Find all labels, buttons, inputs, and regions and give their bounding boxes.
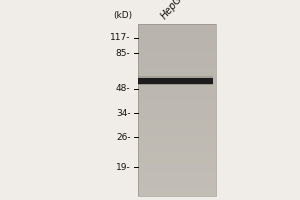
Bar <box>138 67 216 70</box>
Bar <box>138 64 216 67</box>
Bar <box>138 144 216 147</box>
Bar <box>138 47 216 50</box>
Bar <box>138 164 216 167</box>
Text: 85-: 85- <box>116 48 130 58</box>
Bar <box>138 53 216 56</box>
Bar <box>138 78 216 81</box>
Bar <box>138 159 216 162</box>
Bar <box>138 76 216 78</box>
Bar <box>138 87 216 90</box>
Bar <box>138 61 216 64</box>
Bar <box>138 133 216 136</box>
Bar <box>138 76 213 78</box>
Bar <box>138 107 216 110</box>
Bar <box>138 147 216 150</box>
Bar <box>138 58 216 61</box>
Bar <box>138 44 216 47</box>
Bar <box>138 104 216 107</box>
Bar <box>138 50 216 53</box>
Bar <box>138 153 216 156</box>
Bar <box>138 30 216 33</box>
Bar <box>138 185 216 187</box>
Bar <box>138 73 216 76</box>
Bar <box>138 136 216 139</box>
Bar <box>138 121 216 124</box>
Bar <box>138 182 216 185</box>
Bar <box>138 130 216 133</box>
Bar <box>138 96 216 99</box>
Bar <box>138 139 216 142</box>
Bar <box>138 78 213 84</box>
Bar <box>138 179 216 182</box>
Text: 117-: 117- <box>110 33 130 43</box>
Bar <box>138 170 216 173</box>
Bar <box>138 156 216 159</box>
Text: 26-: 26- <box>116 132 130 142</box>
Text: 19-: 19- <box>116 162 130 171</box>
Bar <box>138 193 216 196</box>
Bar <box>138 82 213 85</box>
Bar <box>138 84 216 87</box>
Bar <box>138 101 216 104</box>
Bar <box>138 38 216 41</box>
Bar <box>138 119 216 121</box>
Bar <box>138 110 216 113</box>
Bar <box>138 176 216 179</box>
Bar <box>138 41 216 44</box>
Bar <box>138 24 216 196</box>
Bar <box>138 70 216 73</box>
Bar <box>138 142 216 144</box>
Bar <box>138 27 216 30</box>
Text: 48-: 48- <box>116 84 130 93</box>
Bar <box>138 167 216 170</box>
Text: HepG2: HepG2 <box>159 0 188 21</box>
Bar <box>138 127 216 130</box>
Bar <box>138 173 216 176</box>
Bar <box>138 190 216 193</box>
Bar <box>138 56 216 58</box>
Bar <box>138 113 216 116</box>
Bar <box>138 162 216 164</box>
Bar <box>138 150 216 153</box>
Bar <box>138 116 216 119</box>
Bar <box>138 81 216 84</box>
Bar <box>138 24 216 27</box>
Bar <box>138 33 216 35</box>
Bar <box>138 90 216 93</box>
Bar <box>138 35 216 38</box>
Bar <box>138 99 216 101</box>
Text: 34-: 34- <box>116 108 130 117</box>
Bar <box>138 93 216 96</box>
Bar <box>138 124 216 127</box>
Text: (kD): (kD) <box>113 11 132 20</box>
Bar <box>138 187 216 190</box>
